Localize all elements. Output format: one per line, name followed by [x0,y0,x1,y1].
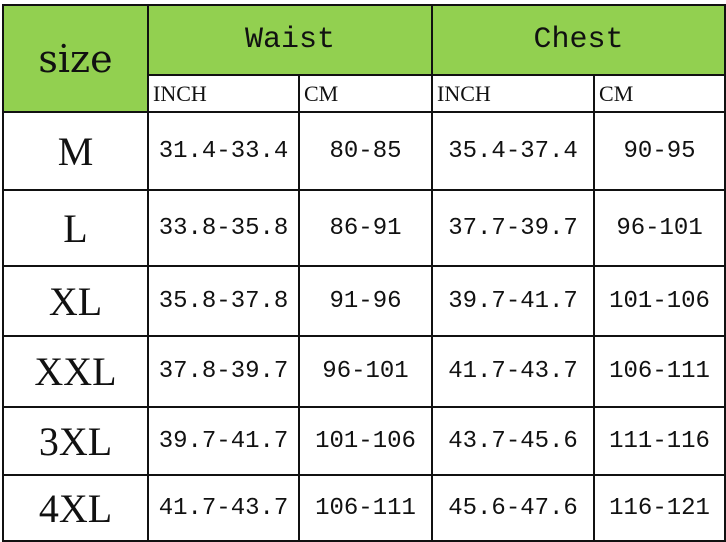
chest-cm-cell: 96-101 [593,189,726,267]
size-cell: XXL [2,335,149,408]
chest-inch-cell: 45.6-47.6 [431,474,596,542]
chest-header: Chest [431,4,726,76]
size-cell: XL [2,265,149,337]
size-chart-table: size Waist Chest INCH CM INCH CM M 31.4-3… [2,4,726,542]
size-cell: L [2,189,149,267]
waist-header: Waist [146,4,434,76]
chest-cm-cell: 90-95 [593,111,726,191]
waist-inch-cell: 31.4-33.4 [147,111,300,191]
chest-inch-cell: 39.7-41.7 [431,265,596,337]
waist-cm-cell: 80-85 [297,111,434,191]
waist-cm-cell: 86-91 [297,189,434,267]
chest-cm-cell: 106-111 [593,335,726,408]
waist-cm-cell: 101-106 [297,406,434,476]
table-row: 3XL 39.7-41.7 101-106 43.7-45.6 111-116 [2,406,726,476]
waist-cm-cell: 96-101 [297,335,434,408]
chest-inch-header: INCH [431,74,596,113]
chest-inch-cell: 37.7-39.7 [431,189,596,267]
size-cell: 4XL [2,474,149,542]
waist-inch-header: INCH [147,74,300,113]
waist-cm-header: CM [297,74,434,113]
waist-inch-cell: 35.8-37.8 [147,265,300,337]
table-row: M 31.4-33.4 80-85 35.4-37.4 90-95 [2,111,726,191]
waist-inch-cell: 39.7-41.7 [147,406,300,476]
chest-cm-cell: 101-106 [593,265,726,337]
waist-cm-cell: 106-111 [297,474,434,542]
chest-inch-cell: 41.7-43.7 [431,335,596,408]
table-row: XL 35.8-37.8 91-96 39.7-41.7 101-106 [2,265,726,337]
size-cell: M [2,111,149,191]
waist-cm-cell: 91-96 [297,265,434,337]
size-header: size [2,4,149,113]
waist-inch-cell: 37.8-39.7 [147,335,300,408]
waist-inch-cell: 33.8-35.8 [147,189,300,267]
chest-cm-cell: 111-116 [593,406,726,476]
table-row: L 33.8-35.8 86-91 37.7-39.7 96-101 [2,189,726,267]
table-row: 4XL 41.7-43.7 106-111 45.6-47.6 116-121 [2,474,726,542]
chest-cm-cell: 116-121 [593,474,726,542]
table-row: XXL 37.8-39.7 96-101 41.7-43.7 106-111 [2,335,726,408]
chest-inch-cell: 35.4-37.4 [431,111,596,191]
waist-inch-cell: 41.7-43.7 [147,474,300,542]
size-cell: 3XL [2,406,149,476]
chest-inch-cell: 43.7-45.6 [431,406,596,476]
chest-cm-header: CM [593,74,726,113]
